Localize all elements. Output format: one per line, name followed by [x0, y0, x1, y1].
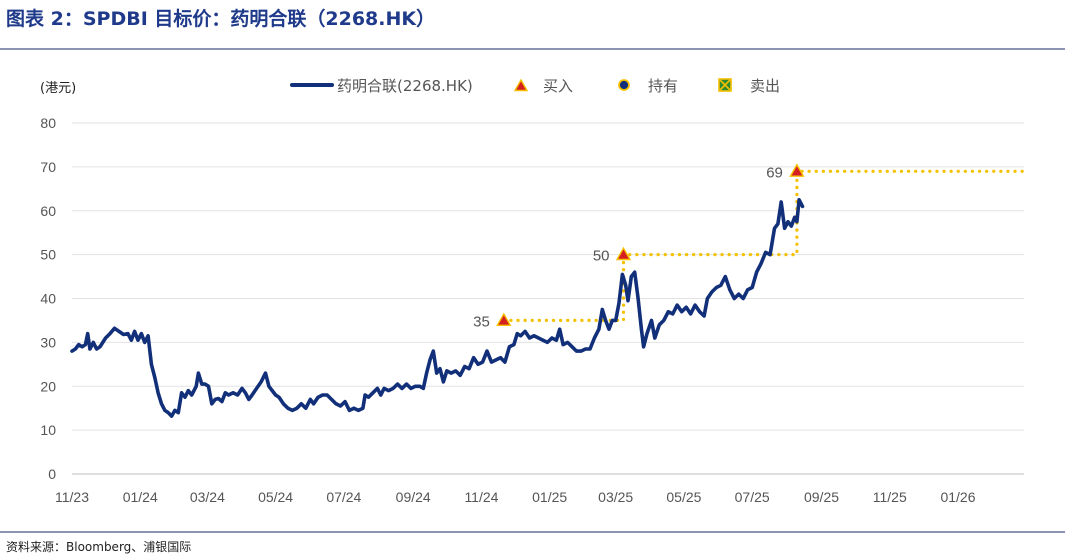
- x-tick-label: 09/25: [804, 489, 839, 505]
- y-tick-label: 0: [48, 466, 56, 482]
- legend-buy-icon: [513, 78, 529, 92]
- legend-hold-label: 持有: [648, 77, 678, 95]
- x-tick-label: 07/25: [735, 489, 770, 505]
- legend-sell-label: 卖出: [750, 77, 780, 95]
- target-price-label: 69: [766, 164, 783, 181]
- y-tick-label: 40: [40, 291, 56, 307]
- y-tick-label: 20: [40, 378, 56, 394]
- y-tick-label: 60: [40, 203, 56, 219]
- target-price-label: 35: [473, 313, 490, 330]
- x-tick-label: 09/24: [396, 489, 431, 505]
- buy-marker: [789, 163, 805, 177]
- price-line: [70, 198, 805, 418]
- buy-marker: [615, 246, 632, 261]
- x-tick-label: 01/25: [532, 489, 567, 505]
- x-tick-label: 11/25: [873, 489, 907, 505]
- x-tick-label: 07/24: [326, 489, 361, 505]
- legend-buy-label: 买入: [543, 77, 573, 95]
- x-tick-label: 11/24: [464, 489, 498, 505]
- x-tick-label: 05/25: [666, 489, 701, 505]
- x-tick-label: 03/24: [190, 489, 225, 505]
- legend-hold-icon: [618, 79, 630, 91]
- y-tick-label: 10: [40, 422, 56, 438]
- top-rule: [0, 48, 1065, 50]
- source-note: 资料来源：Bloomberg、浦银国际: [6, 540, 192, 554]
- y-tick-label: 30: [40, 334, 56, 350]
- target-price-line: [502, 169, 1025, 322]
- bottom-rule: [0, 531, 1065, 533]
- y-unit-label: (港元): [40, 81, 76, 96]
- x-tick-label: 01/26: [940, 489, 975, 505]
- target-price-label: 50: [593, 248, 610, 265]
- y-tick-label: 50: [40, 247, 56, 263]
- legend-price-label: 药明合联(2268.HK): [337, 77, 473, 95]
- y-tick-label: 80: [40, 115, 56, 131]
- legend-sell-cross: [719, 79, 731, 91]
- price-chart: 0 10 20 30 40 50 60 70 80 11/23 01/24 03/24 05/24 07/…: [40, 77, 1025, 505]
- x-tick-label: 11/23: [55, 489, 89, 505]
- chart-title: 图表 2：SPDBI 目标价：药明合联（2268.HK）: [6, 8, 436, 30]
- buy-marker: [496, 312, 512, 327]
- x-tick-label: 01/24: [123, 489, 158, 505]
- x-tick-label: 03/25: [598, 489, 633, 505]
- x-tick-label: 05/24: [258, 489, 293, 505]
- y-tick-label: 70: [40, 159, 56, 175]
